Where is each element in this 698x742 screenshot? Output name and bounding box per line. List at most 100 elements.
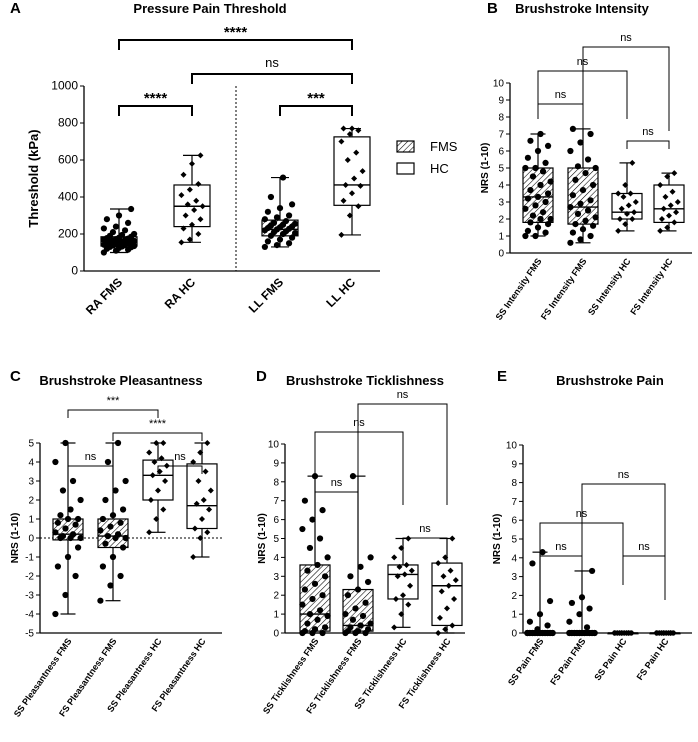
y-tick-label: 6 <box>273 515 279 526</box>
data-point <box>401 571 408 578</box>
data-point <box>572 176 579 183</box>
data-point <box>285 212 293 219</box>
data-point <box>534 224 542 231</box>
significance-label: ns <box>85 451 97 463</box>
data-point <box>147 497 154 503</box>
significance-bracket: *** <box>67 395 159 418</box>
data-point <box>206 506 213 513</box>
data-point <box>625 202 632 209</box>
data-point <box>351 175 358 182</box>
bracket-line <box>67 465 114 474</box>
y-tick-label: 1000 <box>51 79 78 93</box>
y-tick-label: 2 <box>511 591 517 602</box>
data-point <box>407 582 414 589</box>
data-point <box>146 529 153 536</box>
bracket-line <box>112 432 203 441</box>
box-iqr <box>431 562 463 627</box>
data-point <box>567 147 574 155</box>
data-point <box>542 229 549 236</box>
data-point <box>349 616 357 623</box>
data-point <box>544 622 551 629</box>
data-point <box>539 209 547 216</box>
significance-bracket: ns <box>539 541 583 564</box>
data-point <box>319 629 326 637</box>
data-point <box>403 561 410 568</box>
significance-label: *** <box>307 90 325 107</box>
data-point <box>292 229 299 237</box>
data-point <box>197 449 204 456</box>
y-axis-label: NRS (1-10) <box>480 143 491 194</box>
data-point <box>299 525 306 533</box>
y-tick-label: 1 <box>511 610 517 621</box>
significance-bracket: ns <box>539 508 624 585</box>
data-point <box>340 125 347 132</box>
data-point <box>204 529 211 536</box>
data-point <box>592 214 599 221</box>
data-point <box>582 217 589 224</box>
bracket-line <box>539 522 624 585</box>
data-point <box>442 554 449 561</box>
bracket-line <box>314 491 359 500</box>
data-point <box>316 607 324 614</box>
data-point <box>99 515 107 523</box>
data-point <box>529 560 536 567</box>
significance-bracket: *** <box>279 90 353 116</box>
significance-label: *** <box>107 395 121 407</box>
data-point <box>620 193 627 200</box>
data-point <box>54 563 62 570</box>
data-point <box>321 624 329 631</box>
data-point <box>618 630 625 636</box>
y-tick-label: 3 <box>28 477 34 488</box>
data-point <box>97 527 104 534</box>
data-point <box>99 563 107 570</box>
data-point <box>117 519 124 526</box>
data-point <box>534 626 541 633</box>
data-point <box>526 618 534 625</box>
data-point <box>122 534 129 542</box>
x-category-label: LL FMS <box>246 275 286 315</box>
data-point <box>674 199 681 205</box>
data-point <box>107 523 114 530</box>
significance-bracket: ns <box>157 451 203 474</box>
data-point <box>158 455 165 462</box>
data-point <box>146 449 153 456</box>
data-point <box>442 626 449 633</box>
significance-bracket: **** <box>118 90 193 116</box>
data-point <box>344 592 352 599</box>
data-point <box>436 614 443 621</box>
chart-title: Brushstroke Intensity <box>515 1 649 16</box>
significance-bracket: ns <box>537 89 584 112</box>
data-point <box>537 130 544 138</box>
data-point <box>180 225 187 232</box>
data-point <box>309 516 316 523</box>
data-point <box>592 164 599 172</box>
data-point <box>355 203 362 210</box>
y-tick-label: 1 <box>498 232 504 243</box>
data-point <box>574 163 582 170</box>
data-point <box>195 478 202 484</box>
data-point <box>391 554 398 561</box>
y-tick-label: 0 <box>71 264 78 278</box>
data-point <box>522 205 529 212</box>
y-tick-label: -4 <box>25 610 34 621</box>
legend: FMS HC <box>396 139 458 176</box>
data-point <box>539 168 547 175</box>
data-point <box>542 198 549 206</box>
data-point <box>576 611 583 618</box>
bracket-line <box>314 431 404 505</box>
data-point <box>314 561 321 569</box>
data-point <box>444 605 450 612</box>
bracket-line <box>279 105 353 116</box>
data-point <box>52 458 59 466</box>
data-point <box>124 219 132 226</box>
significance-bracket: ns <box>314 417 404 505</box>
significance-bracket: ns <box>537 56 628 119</box>
box-ss-pleasantness-fms <box>52 439 84 618</box>
data-point <box>151 459 158 465</box>
y-tick-label: 10 <box>506 441 518 452</box>
data-point <box>69 531 77 538</box>
significance-label: **** <box>224 24 248 41</box>
y-tick-label: 4 <box>511 553 517 564</box>
y-tick-label: 4 <box>273 553 279 564</box>
